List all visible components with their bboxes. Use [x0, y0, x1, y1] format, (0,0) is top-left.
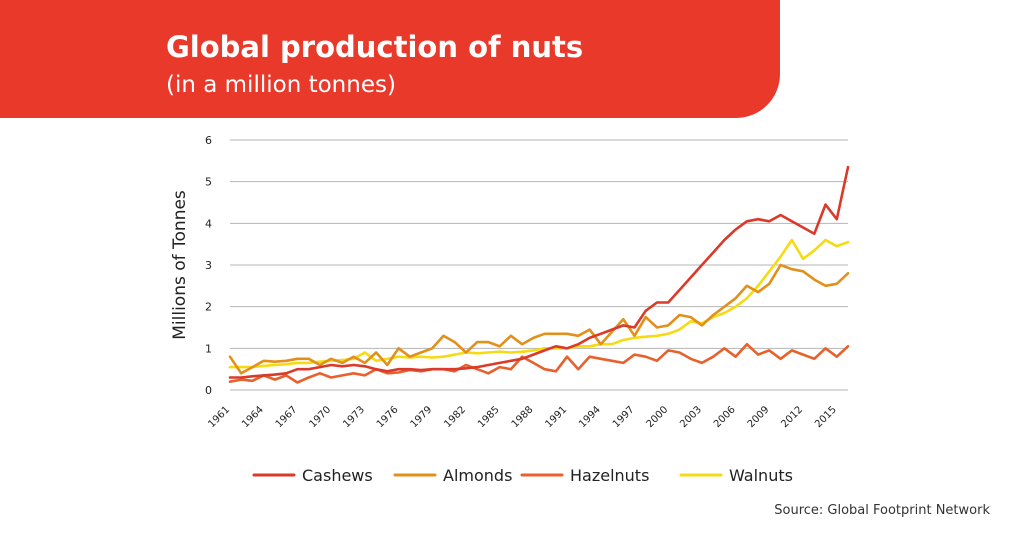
x-tick-label: 1961 — [206, 404, 232, 430]
x-tick-label: 1970 — [307, 404, 333, 430]
series-line-hazelnuts — [228, 342, 850, 384]
y-tick-label: 0 — [205, 384, 212, 397]
legend-label-walnuts: Walnuts — [729, 466, 793, 485]
y-tick-label: 1 — [205, 342, 212, 355]
y-axis-ticks: 0 1 2 3 4 5 6 — [205, 134, 212, 397]
series-line-cashews — [228, 165, 850, 379]
x-tick-label: 2015 — [813, 404, 839, 430]
title-banner — [0, 0, 780, 118]
x-tick-label: 1994 — [577, 404, 603, 430]
x-tick-label: 1997 — [611, 404, 637, 430]
y-tick-label: 6 — [205, 134, 212, 147]
y-tick-label: 3 — [205, 259, 212, 272]
x-tick-label: 1973 — [341, 404, 367, 430]
x-tick-label: 1988 — [510, 404, 536, 430]
x-tick-label: 1976 — [375, 404, 401, 430]
legend: Cashews Almonds Hazelnuts Walnuts — [252, 466, 793, 485]
x-tick-label: 1985 — [476, 404, 502, 430]
x-tick-label: 1979 — [409, 404, 435, 430]
legend-label-almonds: Almonds — [443, 466, 512, 485]
x-axis-ticks: 1961 1964 1967 1970 1973 1976 1979 1982 1985 1988… — [206, 404, 839, 430]
chart-title: Global production of nuts — [166, 30, 584, 64]
x-tick-label: 2009 — [746, 404, 772, 430]
legend-label-cashews: Cashews — [302, 466, 373, 485]
x-tick-label: 1982 — [442, 404, 468, 430]
x-tick-label: 2000 — [645, 404, 671, 430]
x-tick-label: 2006 — [712, 404, 738, 430]
legend-label-hazelnuts: Hazelnuts — [570, 466, 649, 485]
x-tick-label: 1991 — [543, 404, 569, 430]
source-note: Source: Global Footprint Network — [774, 503, 990, 518]
y-tick-label: 2 — [205, 301, 212, 314]
x-tick-label: 1967 — [274, 404, 300, 430]
x-tick-label: 1964 — [240, 404, 266, 430]
y-tick-label: 4 — [205, 217, 212, 230]
series-line-almonds — [228, 263, 850, 375]
y-axis-label: Millions of Tonnes — [170, 190, 190, 340]
series-lines — [228, 165, 850, 384]
x-tick-label: 2003 — [678, 404, 704, 430]
line-chart: 0 1 2 3 4 5 6 1961 1964 1967 1970 1973 1976 1979 1982… — [170, 134, 850, 485]
x-tick-label: 2012 — [779, 404, 805, 430]
y-tick-label: 5 — [205, 176, 212, 189]
chart-subtitle: (in a million tonnes) — [166, 72, 396, 98]
